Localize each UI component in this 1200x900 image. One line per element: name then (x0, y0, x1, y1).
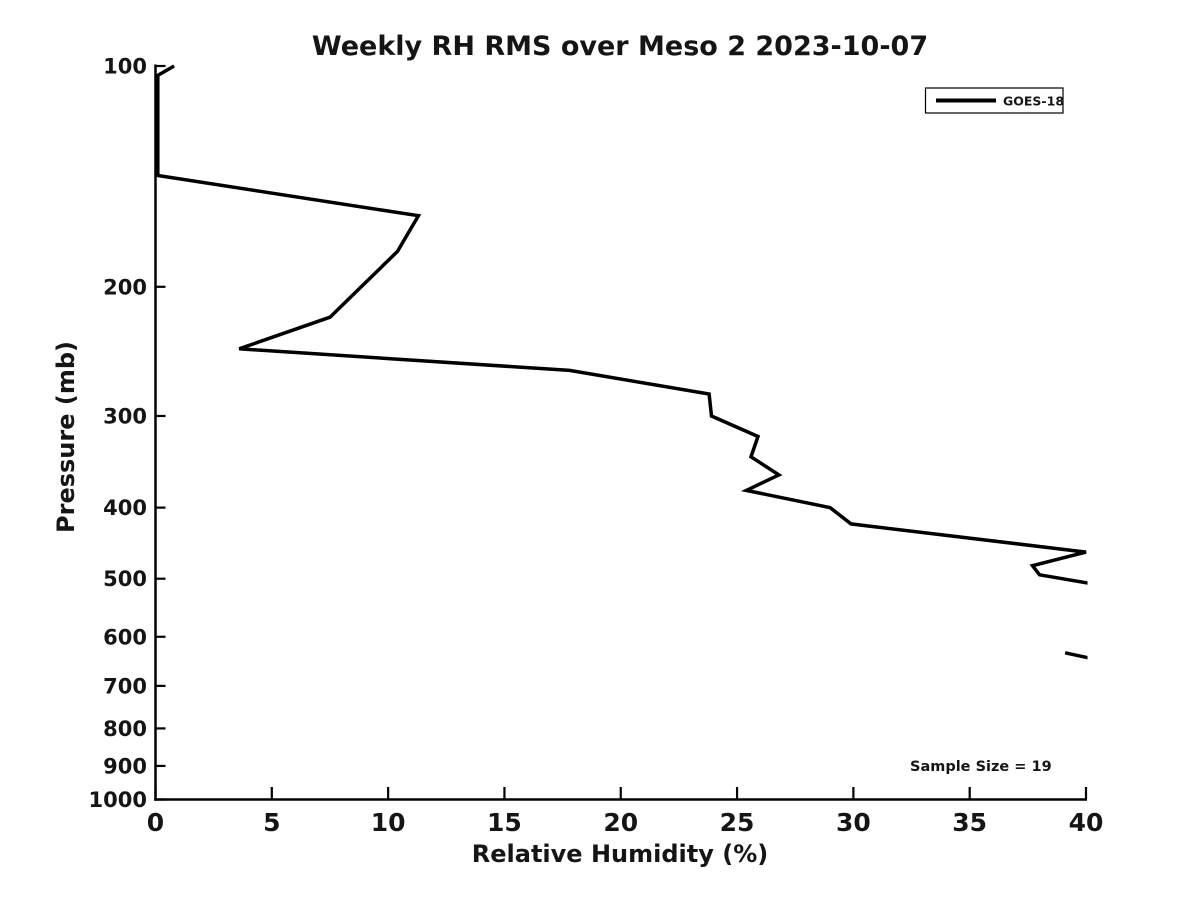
y-tick-label: 800 (103, 717, 147, 741)
x-tick-label: 30 (836, 808, 871, 837)
y-tick-label: 300 (103, 404, 147, 428)
axes-layer: 0 5 10 15 20 25 30 35 40 100 200 300 400 500 600 700 800… (89, 55, 1104, 838)
x-tick-label: 20 (603, 808, 638, 837)
y-tick-label: 200 (103, 275, 147, 299)
y-tick-label: 900 (103, 754, 147, 778)
y-axis-label: Pressure (mb) (52, 341, 80, 533)
y-tick-label: 700 (103, 674, 147, 698)
chart-title: Weekly RH RMS over Meso 2 2023-10-07 (312, 31, 928, 62)
x-tick-label: 0 (147, 808, 164, 837)
legend: GOES-18 (924, 87, 1064, 114)
x-tick-label: 15 (487, 808, 522, 837)
x-tick-label: 35 (952, 808, 987, 837)
x-axis-label: Relative Humidity (%) (472, 840, 768, 868)
x-tick-label: 40 (1069, 808, 1104, 837)
sample-size-annotation: Sample Size = 19 (910, 759, 1052, 775)
y-tick-label: 400 (103, 496, 147, 520)
y-tick-label: 100 (103, 55, 147, 79)
x-tick-label: 25 (720, 808, 755, 837)
x-tick-label: 10 (371, 808, 406, 837)
y-tick-label: 600 (103, 625, 147, 649)
y-tick-label: 1000 (89, 788, 147, 812)
y-tick-label: 500 (103, 567, 147, 591)
goes18-line (156, 64, 1088, 660)
legend-label: GOES-18 (1003, 94, 1064, 109)
x-tick-label: 5 (263, 808, 280, 837)
